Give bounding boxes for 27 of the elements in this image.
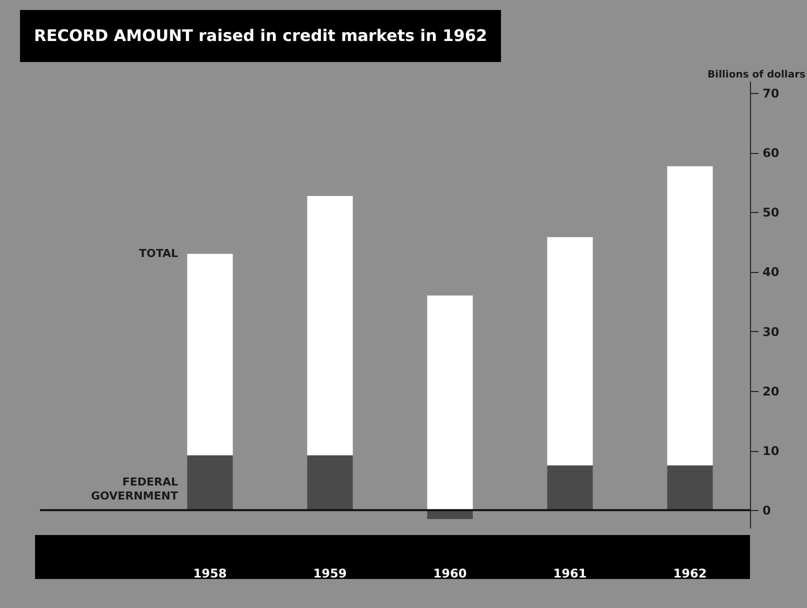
- y-tick-label: 50: [762, 206, 780, 220]
- bar: [307, 196, 353, 456]
- bar: [427, 510, 473, 520]
- bar: [667, 166, 713, 466]
- bar: [547, 465, 593, 510]
- bar: [307, 455, 353, 510]
- x-tick-label: 1961: [553, 566, 587, 580]
- x-tick-label: 1960: [433, 566, 467, 580]
- bar: [667, 465, 713, 510]
- x-tick-label: 1962: [673, 566, 707, 580]
- x-tick-label: 1959: [313, 566, 347, 580]
- y-tick-label: 40: [762, 265, 780, 280]
- y-tick-label: 10: [762, 444, 780, 458]
- bar: [187, 455, 233, 510]
- y-axis-title: Billions of dollars: [708, 70, 806, 80]
- y-tick-label: 30: [762, 324, 780, 339]
- y-tick-label: 70: [762, 86, 780, 100]
- bar: [547, 237, 593, 466]
- y-tick-label: 60: [762, 146, 780, 160]
- y-tick-label: 20: [762, 384, 780, 398]
- series-label: TOTAL: [138, 246, 178, 260]
- y-tick-label: 0: [762, 504, 771, 518]
- bar: [187, 254, 233, 456]
- chart-title: RECORD AMOUNT raised in credit markets in 1962: [20, 10, 502, 62]
- x-tick-label: 1958: [193, 566, 227, 580]
- bar: [427, 296, 473, 510]
- series-label: FEDERAL GOVERNMENT: [91, 476, 178, 503]
